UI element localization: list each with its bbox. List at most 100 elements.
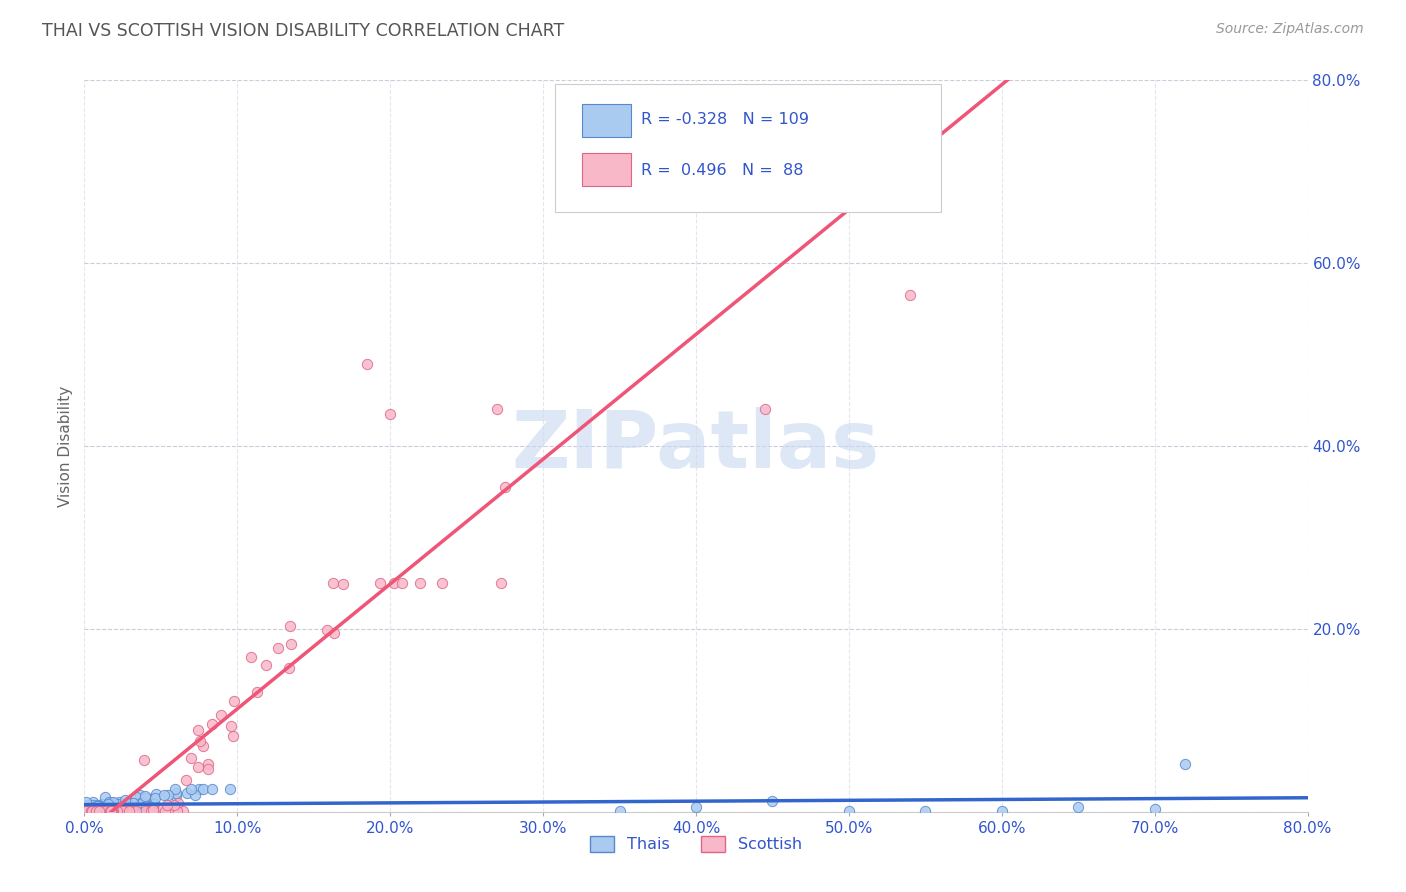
Point xyxy=(117,797,139,811)
Point xyxy=(98,800,121,814)
Point xyxy=(76,804,98,818)
Point xyxy=(176,786,198,800)
Point xyxy=(176,772,198,787)
Point xyxy=(685,799,707,814)
Point xyxy=(491,576,513,591)
Point xyxy=(108,804,131,818)
FancyBboxPatch shape xyxy=(582,153,631,186)
Point xyxy=(141,804,163,818)
Point xyxy=(153,789,176,803)
Point xyxy=(156,788,179,802)
Point xyxy=(991,804,1014,818)
Point xyxy=(91,803,114,817)
Legend: Thais, Scottish: Thais, Scottish xyxy=(583,830,808,859)
Point xyxy=(191,739,214,753)
Point xyxy=(188,733,211,747)
Point xyxy=(91,804,114,818)
Point xyxy=(97,804,120,818)
Point xyxy=(187,760,209,774)
Point xyxy=(430,576,453,591)
Point xyxy=(75,795,97,809)
Point xyxy=(143,804,166,818)
Point xyxy=(111,804,134,818)
Point xyxy=(90,797,112,812)
Point xyxy=(188,781,211,796)
Point xyxy=(104,802,127,816)
Point xyxy=(135,798,157,813)
FancyBboxPatch shape xyxy=(555,84,941,212)
Point xyxy=(131,802,153,816)
Point xyxy=(97,799,120,814)
Point xyxy=(94,804,117,818)
Point xyxy=(166,797,188,811)
Point xyxy=(100,804,122,818)
Point xyxy=(368,576,391,591)
Point xyxy=(200,717,222,731)
Point xyxy=(180,781,202,796)
Point xyxy=(134,791,156,805)
Point xyxy=(84,804,107,818)
Point xyxy=(100,797,122,811)
Point xyxy=(101,804,124,818)
Point xyxy=(1067,800,1090,814)
Point xyxy=(98,804,121,818)
Point xyxy=(409,576,432,591)
Point xyxy=(98,801,121,815)
Point xyxy=(96,803,118,817)
Point xyxy=(77,804,100,818)
Point xyxy=(187,723,209,738)
Point xyxy=(180,751,202,765)
Point xyxy=(87,803,110,817)
Point xyxy=(91,798,114,813)
Point xyxy=(101,804,124,818)
Point xyxy=(83,804,105,818)
Point xyxy=(101,804,124,818)
Point xyxy=(75,804,97,818)
Point xyxy=(89,804,111,818)
Point xyxy=(122,797,145,812)
Point xyxy=(100,801,122,815)
Point xyxy=(134,789,156,804)
Point xyxy=(75,804,97,818)
Point xyxy=(382,576,405,591)
Point xyxy=(122,796,145,810)
Point xyxy=(153,804,176,818)
Point xyxy=(80,798,103,813)
Point xyxy=(184,788,207,802)
Point xyxy=(82,804,104,818)
Point xyxy=(89,804,111,818)
Point xyxy=(1143,802,1166,816)
Point xyxy=(75,804,97,818)
Point xyxy=(96,802,118,816)
FancyBboxPatch shape xyxy=(582,103,631,136)
Point xyxy=(94,804,117,818)
Point xyxy=(86,799,108,814)
Point xyxy=(97,804,120,818)
Point xyxy=(163,798,186,813)
Point xyxy=(267,640,290,655)
Point xyxy=(142,797,165,812)
Point xyxy=(84,803,107,817)
Point xyxy=(101,795,124,809)
Point xyxy=(156,797,179,812)
Point xyxy=(79,797,101,812)
Point xyxy=(145,787,167,801)
Point xyxy=(79,804,101,818)
Point xyxy=(87,799,110,814)
Point xyxy=(166,804,188,818)
Point xyxy=(193,781,215,796)
Point xyxy=(197,757,219,772)
Point xyxy=(103,797,125,811)
Point xyxy=(898,288,921,302)
Point xyxy=(96,798,118,813)
Point xyxy=(79,801,101,815)
Point xyxy=(135,791,157,805)
Point xyxy=(94,804,117,818)
Point xyxy=(254,658,277,673)
Point xyxy=(108,795,131,809)
Point xyxy=(754,402,776,417)
Point xyxy=(127,797,149,811)
Point xyxy=(239,650,262,665)
Point xyxy=(77,804,100,818)
Point xyxy=(142,804,165,818)
